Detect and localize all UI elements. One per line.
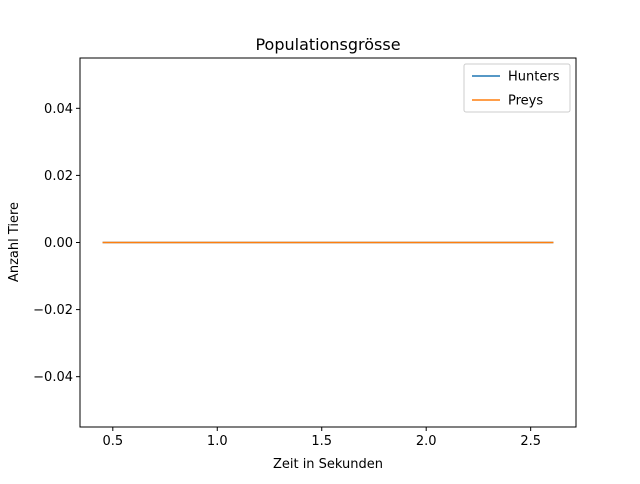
y-tick-label: 0.00	[44, 236, 73, 251]
y-tick-label: −0.04	[33, 370, 73, 385]
legend-label: Preys	[508, 94, 543, 109]
chart-title: Populationsgrösse	[255, 35, 400, 54]
legend-label: Hunters	[508, 70, 560, 85]
y-tick-label: 0.04	[44, 102, 73, 117]
x-tick-label: 1.0	[207, 434, 228, 449]
y-axis: −0.04 −0.02 0.00 0.02 0.04	[33, 102, 80, 385]
x-tick-label: 2.5	[520, 434, 541, 449]
x-axis: 0.5 1.0 1.5 2.0 2.5	[102, 427, 541, 449]
x-axis-label: Zeit in Sekunden	[273, 457, 383, 472]
y-tick-label: −0.02	[33, 303, 73, 318]
y-axis-label: Anzahl Tiere	[7, 202, 22, 282]
x-tick-label: 0.5	[102, 434, 123, 449]
x-tick-label: 1.5	[311, 434, 332, 449]
y-tick-label: 0.02	[44, 169, 73, 184]
x-tick-label: 2.0	[416, 434, 437, 449]
legend: Hunters Preys	[463, 63, 571, 113]
